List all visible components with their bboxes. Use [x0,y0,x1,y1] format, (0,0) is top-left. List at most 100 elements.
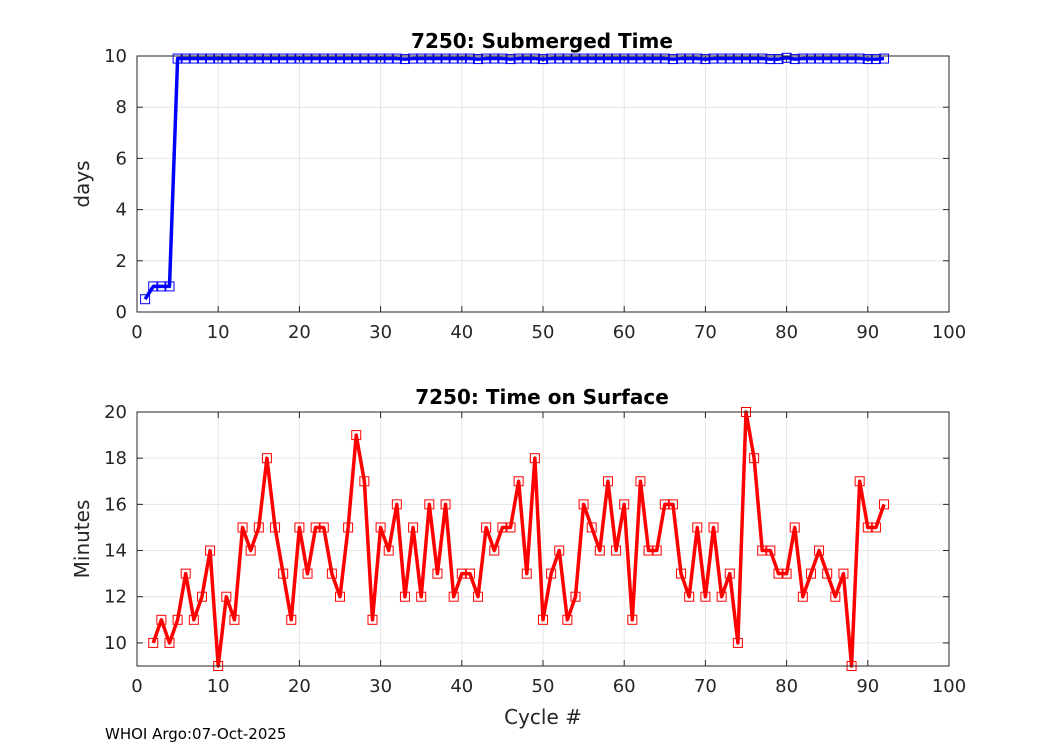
data-point [773,54,784,65]
data-point [448,591,459,602]
data-point [700,591,711,602]
data-point [245,53,256,64]
data-point [562,614,573,625]
data-point [383,545,394,556]
data-point [651,53,662,64]
data-point [619,53,630,64]
y-tick-label: 10 [104,46,127,67]
data-point [732,53,743,64]
x-tick-label: 10 [207,322,230,343]
data-point [822,53,833,64]
data-point [229,614,240,625]
data-point [651,545,662,556]
data-point [456,568,467,579]
data-point [221,591,232,602]
data-point [724,53,735,64]
data-point [757,545,768,556]
data-point [359,476,370,487]
data-point [294,53,305,64]
data-point [684,53,695,64]
x-axis-label: Cycle # [504,705,582,729]
y-axis-label: Minutes [70,500,94,579]
data-point [789,522,800,533]
data-point [261,53,272,64]
data-point [546,53,557,64]
data-point [854,53,865,64]
data-point [318,53,329,64]
data-point [862,522,873,533]
data-point [830,591,841,602]
data-point [253,522,264,533]
data-point [838,568,849,579]
data-point [708,522,719,533]
data-point [440,499,451,510]
data-point [359,53,370,64]
data-point [659,53,670,64]
data-point [838,53,849,64]
x-tick-label: 100 [932,322,966,343]
data-point [335,53,345,64]
data-point [456,53,467,64]
data-point [546,568,557,579]
data-point [286,53,297,64]
x-tick-label: 30 [369,676,392,697]
data-point [521,568,532,579]
data-point [879,53,890,64]
series-line [151,410,886,668]
x-tick-label: 20 [288,676,311,697]
data-point [294,522,305,533]
x-tick-label: 40 [450,322,473,343]
data-point [570,591,581,602]
data-point [497,522,508,533]
data-point [846,53,857,64]
y-tick-label: 18 [104,448,127,469]
data-point [351,430,362,441]
data-point [245,545,256,556]
data-point [667,499,678,510]
data-point [164,281,175,292]
data-point [188,614,199,625]
data-point [805,53,816,64]
data-point [286,614,297,625]
data-point [416,53,427,64]
data-point [627,614,638,625]
data-point [416,591,427,602]
y-tick-label: 6 [116,148,127,169]
data-point [619,499,630,510]
data-point [789,54,800,65]
x-tick-label: 90 [856,322,879,343]
data-point [797,53,808,64]
y-tick-label: 20 [104,402,127,423]
data-point [473,591,484,602]
data-point [196,591,207,602]
data-point [611,53,622,64]
data-point [521,53,532,64]
x-tick-label: 20 [288,322,311,343]
data-point [594,53,605,64]
data-point [538,54,548,65]
data-point [156,281,167,292]
data-point [326,568,337,579]
data-point [765,545,776,556]
data-point [602,53,613,64]
data-point [180,568,191,579]
data-point [529,453,540,464]
data-point [676,568,687,579]
data-point [473,54,484,65]
data-point [781,52,792,63]
data-point [741,53,751,64]
data-point [221,53,232,64]
data-point [448,53,459,64]
footer-credit: WHOI Argo:07-Oct-2025 [105,725,287,743]
x-tick-label: 40 [450,676,473,697]
data-point [854,476,865,487]
data-point [383,53,394,64]
data-point [270,522,281,533]
data-point [172,614,183,625]
data-point [424,499,435,510]
data-point [627,53,638,64]
data-point [513,53,524,64]
chart-title: 7250: Time on Surface [415,385,669,409]
data-point [270,53,281,64]
